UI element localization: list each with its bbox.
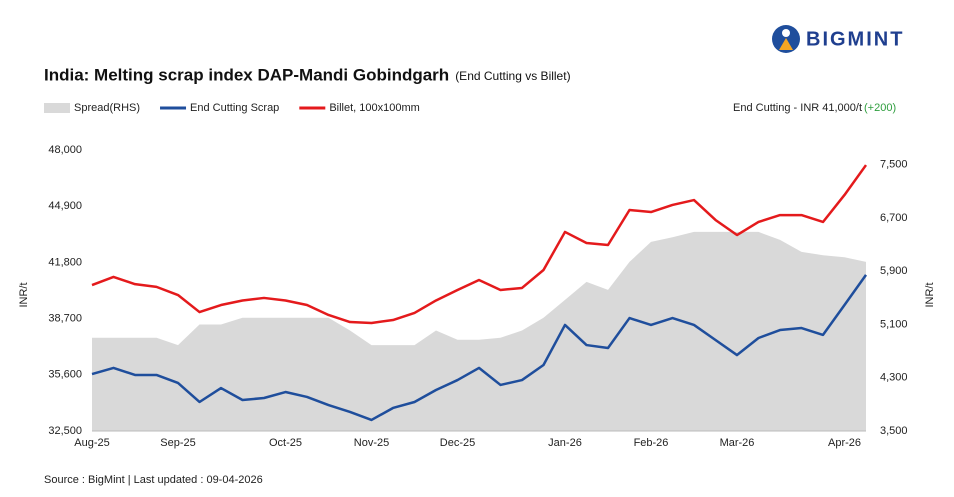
legend-label: Billet, 100x100mm: [329, 102, 420, 114]
y-tick-label: 44,900: [48, 200, 82, 212]
x-tick-label: Sep-25: [160, 437, 195, 449]
y-axis-label: INR/t: [18, 282, 30, 307]
x-tick-label: Dec-25: [440, 437, 475, 449]
x-tick-label: Mar-26: [720, 437, 755, 449]
logo-icon-figure: [779, 38, 793, 50]
y2-axis-label: INR/t: [924, 282, 936, 307]
logo-text: BIGMINT: [806, 28, 904, 50]
y2-tick-label: 4,300: [880, 372, 908, 384]
annotation: End Cutting - INR 41,000/t: [733, 102, 862, 114]
y-tick-label: 41,800: [48, 256, 82, 268]
x-tick-label: Feb-26: [634, 437, 669, 449]
series-line: [91, 274, 868, 422]
x-tick-label: Jan-26: [548, 437, 582, 449]
logo-icon-dot: [782, 29, 790, 37]
chart-subtitle: (End Cutting vs Billet): [455, 69, 570, 83]
plot-area: [91, 164, 868, 431]
y2-tick-label: 3,500: [880, 425, 908, 437]
legend-label: End Cutting Scrap: [190, 102, 279, 114]
y-tick-label: 38,700: [48, 313, 82, 325]
series-line: [91, 164, 868, 325]
y-tick-label: 32,500: [48, 425, 82, 437]
x-tick-label: Aug-25: [74, 437, 109, 449]
y2-tick-label: 5,900: [880, 265, 908, 277]
x-tick-label: Nov-25: [354, 437, 389, 449]
y-tick-label: 35,600: [48, 369, 82, 381]
x-tick-label: Apr-26: [828, 437, 861, 449]
spread-area: [92, 231, 866, 431]
x-tick-label: Oct-25: [269, 437, 302, 449]
chart-title: India: Melting scrap index DAP-Mandi Gob…: [44, 65, 449, 84]
annotation-change: (+200): [864, 102, 896, 114]
source: Source : BigMint | Last updated : 09-04-…: [44, 474, 263, 486]
y2-tick-label: 7,500: [880, 159, 908, 171]
y2-tick-label: 6,700: [880, 212, 908, 224]
legend-label: Spread(RHS): [74, 102, 140, 114]
y2-tick-label: 5,100: [880, 318, 908, 330]
legend-swatch: [44, 103, 70, 113]
y-tick-label: 48,000: [48, 144, 82, 156]
